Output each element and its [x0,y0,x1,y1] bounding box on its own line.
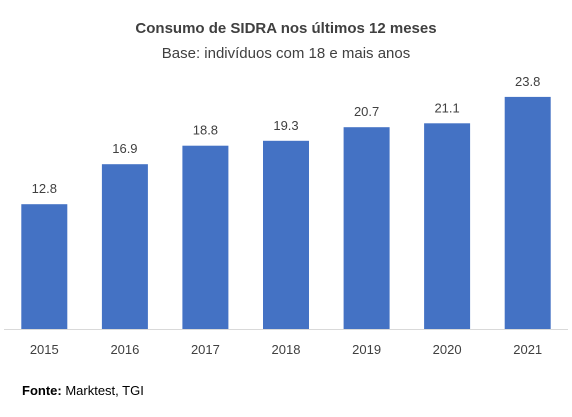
bar-2017 [182,145,229,329]
x-tick-label-2018: 2018 [272,342,301,357]
bar-2016 [101,164,148,329]
data-label-2018: 19.3 [273,118,298,133]
data-label-2020: 21.1 [434,100,459,115]
bar-2018 [263,140,309,329]
chart-subtitle: Base: indivíduos com 18 e mais anos [161,45,411,62]
bar-2019 [343,127,390,329]
source-note: Fonte: Marktest, TGI [22,383,144,398]
x-tick-label-2020: 2020 [433,342,462,357]
source-text: Marktest, TGI [61,383,144,398]
x-tick-label-2015: 2015 [30,342,59,357]
data-label-2021: 23.8 [515,74,540,89]
bar-2021 [504,96,551,330]
x-tick-label-2017: 2017 [191,342,220,357]
x-tick-label-2021: 2021 [513,342,542,357]
bar-2020 [424,123,471,329]
x-tick-label-2019: 2019 [352,342,381,357]
data-label-2019: 20.7 [354,104,379,119]
data-label-2016: 16.9 [112,141,137,156]
data-label-2017: 18.8 [193,123,218,138]
x-tick-label-2016: 2016 [110,342,139,357]
chart-title: Consumo de SIDRA nos últimos 12 meses [135,20,437,37]
data-label-2015: 12.8 [32,181,57,196]
bar-2015 [21,204,68,329]
source-label: Fonte: [22,383,62,398]
